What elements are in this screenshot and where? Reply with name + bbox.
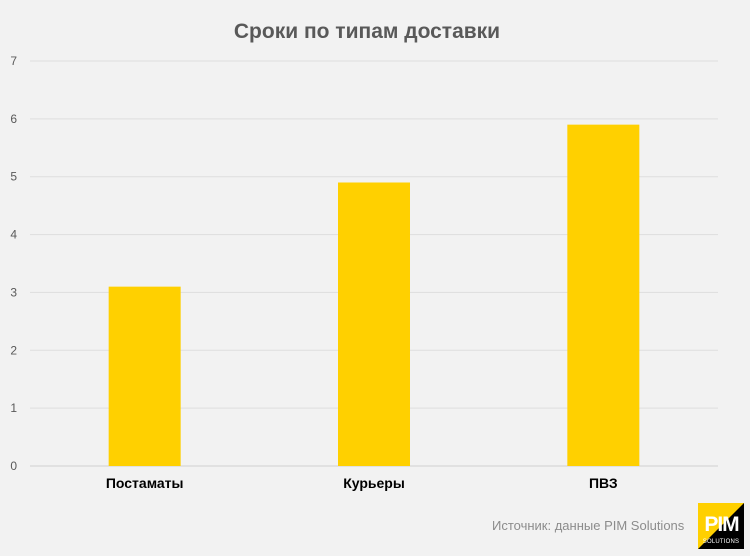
y-tick-label: 1 bbox=[10, 401, 17, 415]
x-axis-labels: Постаматы Курьеры ПВЗ bbox=[106, 475, 618, 491]
y-tick-label: 0 bbox=[10, 459, 17, 473]
source-note: Источник: данные PIM Solutions bbox=[492, 518, 685, 533]
bar bbox=[338, 182, 410, 466]
x-tick-label: ПВЗ bbox=[589, 475, 618, 491]
logo-main-text: PIM bbox=[704, 513, 739, 536]
bar bbox=[567, 124, 640, 467]
chart-title: Сроки по типам доставки bbox=[233, 20, 501, 43]
logo-accent-triangle bbox=[698, 503, 744, 549]
y-tick-label: 3 bbox=[10, 285, 17, 299]
logo-sub-text: SOLUTIONS bbox=[702, 539, 740, 545]
y-tick-label: 6 bbox=[10, 112, 17, 126]
y-axis-ticks: 0 1 2 3 4 5 6 7 bbox=[10, 54, 17, 473]
y-tick-label: 2 bbox=[10, 343, 17, 357]
bars bbox=[108, 124, 640, 467]
bar bbox=[108, 286, 181, 466]
y-tick-label: 7 bbox=[10, 54, 17, 68]
y-tick-label: 4 bbox=[10, 228, 17, 242]
pim-solutions-logo: PIM SOLUTIONS bbox=[698, 503, 744, 549]
x-tick-label: Постаматы bbox=[106, 475, 184, 491]
x-tick-label: Курьеры bbox=[343, 475, 405, 491]
y-tick-label: 5 bbox=[10, 170, 17, 184]
